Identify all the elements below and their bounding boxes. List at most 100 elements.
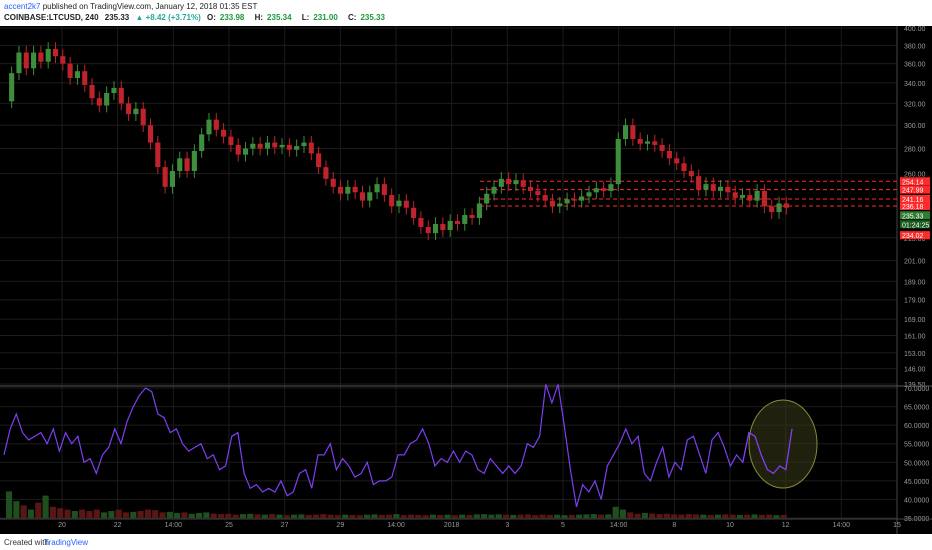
candle-body: [506, 178, 512, 185]
candle-body: [747, 195, 753, 201]
volume-bar: [203, 512, 210, 518]
price-tick-label: 215.00: [904, 236, 926, 243]
price-tick-label: 161.00: [904, 334, 926, 341]
volume-bar: [437, 514, 444, 518]
candle-body: [739, 195, 746, 198]
time-tick-label: 3: [505, 522, 509, 529]
candle-body: [169, 170, 175, 187]
price-tick-label: 360.00: [904, 62, 926, 69]
candle-body: [623, 125, 629, 140]
volume-bar: [736, 514, 743, 518]
time-tick-label: 12: [782, 522, 790, 529]
candle-body: [666, 150, 672, 159]
volume-bar: [532, 515, 539, 518]
candle-body: [389, 195, 395, 207]
volume-bar: [459, 514, 466, 518]
candle-body: [23, 52, 29, 69]
symbol-label[interactable]: COINBASE:LTCUSD, 240: [4, 13, 99, 22]
candle-body: [345, 186, 351, 194]
candle-body: [425, 226, 431, 234]
volume-bar: [159, 512, 166, 518]
highlight-circle: [748, 399, 818, 489]
tradingview-logo[interactable]: TradingView: [44, 538, 89, 547]
candle-body: [725, 186, 731, 193]
rsi-tick-label: 60.0000: [904, 423, 929, 430]
author-link[interactable]: accent2k7: [4, 2, 41, 11]
chart-canvas[interactable]: 400.00 380.00 360.00 340.00 320.00 300.00 280.…: [0, 26, 932, 534]
price-tick-label: 189.00: [904, 279, 926, 286]
volume-bar: [634, 513, 641, 518]
volume-bar: [239, 514, 246, 518]
volume-bar: [42, 495, 49, 518]
candle-body: [374, 184, 380, 193]
candle-body: [38, 52, 44, 62]
volume-bar: [510, 514, 517, 518]
candle-body: [564, 199, 570, 204]
candle-body: [279, 144, 285, 148]
candle-body: [286, 144, 292, 150]
candle-body: [191, 150, 197, 171]
rsi-tick-label: 45.0000: [904, 479, 929, 486]
price-badge-label: 01:24:25: [902, 222, 929, 229]
rsi-tick-label: 65.0000: [904, 405, 929, 412]
volume-bar: [663, 513, 670, 518]
candle-body: [396, 200, 402, 207]
candle-body: [359, 192, 366, 201]
volume-bar: [298, 514, 305, 518]
candle-body: [703, 184, 709, 190]
volume-bar: [444, 514, 451, 518]
volume-bar: [20, 505, 27, 518]
price-tick-label: 340.00: [904, 81, 926, 88]
rsi-line: [3, 384, 793, 508]
volume-bar: [356, 515, 363, 518]
candle-body: [769, 206, 775, 213]
publish-info: accent2k7 published on TradingView.com, …: [4, 3, 257, 11]
candle-body: [498, 178, 504, 187]
candle-body: [133, 108, 139, 115]
volume-bar: [247, 513, 254, 518]
volume-bar: [386, 514, 393, 518]
time-tick-label: 20: [58, 522, 66, 529]
candle-body: [323, 167, 329, 179]
volume-bar: [261, 514, 268, 518]
candle-body: [118, 87, 124, 104]
open-value: 233.98: [219, 13, 245, 22]
volume-bar: [502, 514, 510, 518]
time-tick-label: 14:00: [833, 522, 851, 529]
candle-body: [96, 98, 102, 106]
price-badge: [900, 211, 930, 220]
chart-footer: Created with TradingView: [0, 534, 932, 550]
time-tick-label: 14:00: [165, 522, 183, 529]
candle-body: [82, 71, 88, 85]
candle-body: [681, 163, 687, 171]
volume-bar: [751, 514, 758, 518]
rsi-tick-label: 40.0000: [904, 497, 929, 504]
price-badge-label: 236.18: [902, 204, 924, 211]
time-tick-label: 22: [114, 522, 122, 529]
volume-bar: [422, 515, 429, 518]
volume-bar: [181, 512, 188, 518]
price-tick-label: 400.00: [904, 26, 926, 33]
candle-body: [637, 139, 643, 144]
candle-body: [557, 203, 563, 207]
candle-body: [630, 125, 636, 140]
volume-bar: [364, 514, 371, 518]
price-badge: [900, 195, 930, 204]
volume-bar: [561, 515, 568, 518]
created-with-text: Created with: [4, 538, 49, 547]
volume-bar: [291, 514, 298, 518]
volume-bar: [780, 514, 787, 518]
volume-bar: [393, 514, 400, 518]
candle-body: [45, 48, 51, 62]
volume-bar: [137, 511, 144, 518]
volume-bar: [64, 509, 71, 518]
candle-body: [67, 63, 73, 78]
volume-bar: [144, 509, 151, 518]
candle-body: [104, 93, 110, 106]
volume-bar: [232, 514, 239, 518]
candle-body: [411, 207, 417, 218]
volume-bar: [108, 511, 115, 518]
candle-body: [615, 139, 621, 185]
price-badge: [900, 185, 930, 194]
